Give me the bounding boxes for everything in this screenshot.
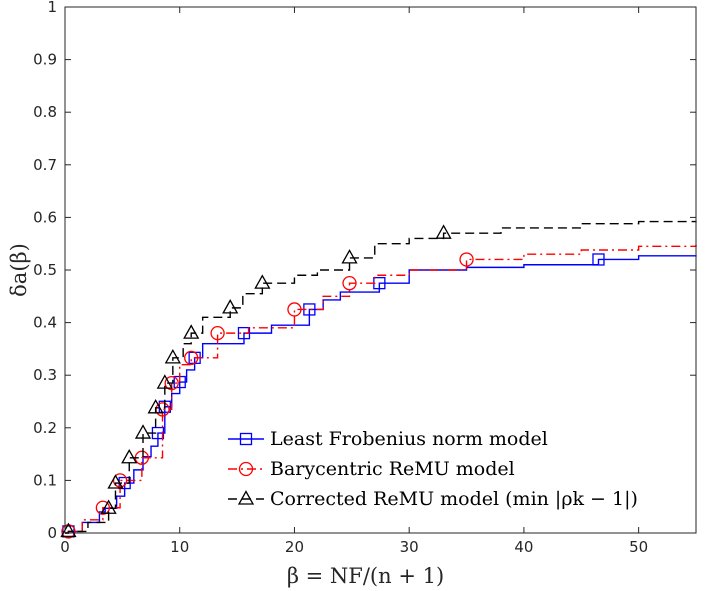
series-3-marker	[254, 274, 271, 289]
series-3-marker	[134, 424, 152, 439]
legend-entry-3: Corrected ReMU model (min |ρk − 1|)	[228, 488, 638, 510]
y-axis-label: δa(β)	[7, 243, 31, 297]
series-3-marker	[435, 224, 452, 239]
series-2-marker	[210, 325, 225, 341]
series-3-marker	[147, 398, 164, 414]
y-tick-label: 0.4	[33, 314, 57, 332]
x-tick-label: 0	[60, 538, 70, 556]
series-3-marker	[164, 349, 181, 364]
series-2-marker	[184, 350, 199, 365]
series-2-marker	[459, 252, 474, 267]
y-tick-label: 0.9	[33, 51, 57, 69]
series-3	[60, 220, 697, 538]
y-tick-label: 0.6	[33, 208, 57, 226]
legend-marker-1	[239, 432, 253, 446]
x-tick-label: 40	[514, 538, 533, 556]
series-3-marker	[100, 499, 117, 514]
series-1-marker	[592, 253, 605, 266]
series-3-marker	[341, 249, 358, 264]
series-2-line	[65, 244, 697, 534]
series-2-marker	[287, 302, 302, 317]
y-tick-label: 0.3	[33, 366, 57, 384]
series-2-marker	[342, 275, 357, 291]
legend-label-3: Corrected ReMU model (min |ρk − 1|)	[270, 488, 638, 510]
series-2	[61, 244, 697, 539]
series-2-marker	[112, 473, 128, 488]
y-tick-label: 0.8	[33, 103, 57, 121]
y-tick-label: 0.2	[33, 419, 57, 437]
x-tick-label: 20	[285, 538, 304, 556]
legend-label-2: Barycentric ReMU model	[270, 458, 515, 480]
x-tick-label: 30	[400, 538, 419, 556]
legend-marker-2	[238, 461, 254, 477]
series-layer	[60, 220, 697, 539]
y-tick-label: 0.7	[33, 156, 57, 174]
y-tick-label: 1	[47, 0, 57, 16]
series-3-marker	[121, 448, 138, 464]
series-1-marker	[237, 326, 251, 340]
legend-entry-2: Barycentric ReMU model	[228, 458, 515, 480]
series-2-marker	[164, 375, 179, 391]
legend-label-1: Least Frobenius norm model	[270, 428, 548, 450]
x-tick-label: 10	[170, 538, 189, 556]
legend-box	[221, 419, 696, 525]
y-tick-label: 0.1	[33, 471, 57, 489]
y-tick-label: 0.5	[33, 261, 57, 279]
series-3-marker	[156, 374, 173, 389]
x-axis-label: β = NF/(n + 1)	[287, 564, 444, 588]
legend-marker-3	[237, 490, 255, 505]
y-tick-label: 0	[47, 524, 57, 542]
series-2-marker	[95, 500, 111, 515]
series-3-marker	[107, 474, 124, 489]
axes-layer: 0 10 20 30 40 50 0 0.1 0.2 0.3 0.4 0.5 0.6 0.7 0.8 0.9 1…	[7, 0, 697, 588]
series-1-line	[65, 255, 697, 534]
series-3-marker	[222, 299, 239, 314]
legend-entry-1: Least Frobenius norm model	[228, 428, 548, 450]
x-tick-label: 50	[629, 538, 648, 556]
legend: Least Frobenius norm model Barycentric Re…	[221, 419, 696, 525]
series-3-marker	[183, 324, 200, 339]
